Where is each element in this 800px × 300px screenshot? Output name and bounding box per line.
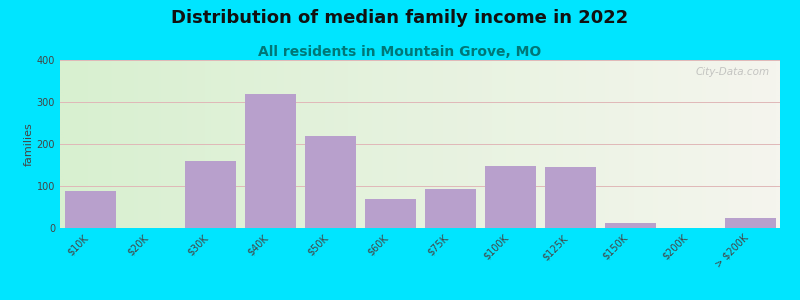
Bar: [485, 166, 535, 228]
Bar: [545, 167, 595, 228]
Bar: [245, 94, 295, 228]
Bar: [425, 189, 475, 228]
Text: All residents in Mountain Grove, MO: All residents in Mountain Grove, MO: [258, 45, 542, 59]
Bar: [725, 218, 775, 228]
Bar: [65, 191, 115, 228]
Bar: [605, 223, 655, 228]
Text: Distribution of median family income in 2022: Distribution of median family income in …: [171, 9, 629, 27]
Bar: [185, 161, 235, 228]
Bar: [365, 200, 415, 228]
Y-axis label: families: families: [24, 122, 34, 166]
Text: City-Data.com: City-Data.com: [695, 67, 770, 77]
Bar: [305, 136, 355, 228]
